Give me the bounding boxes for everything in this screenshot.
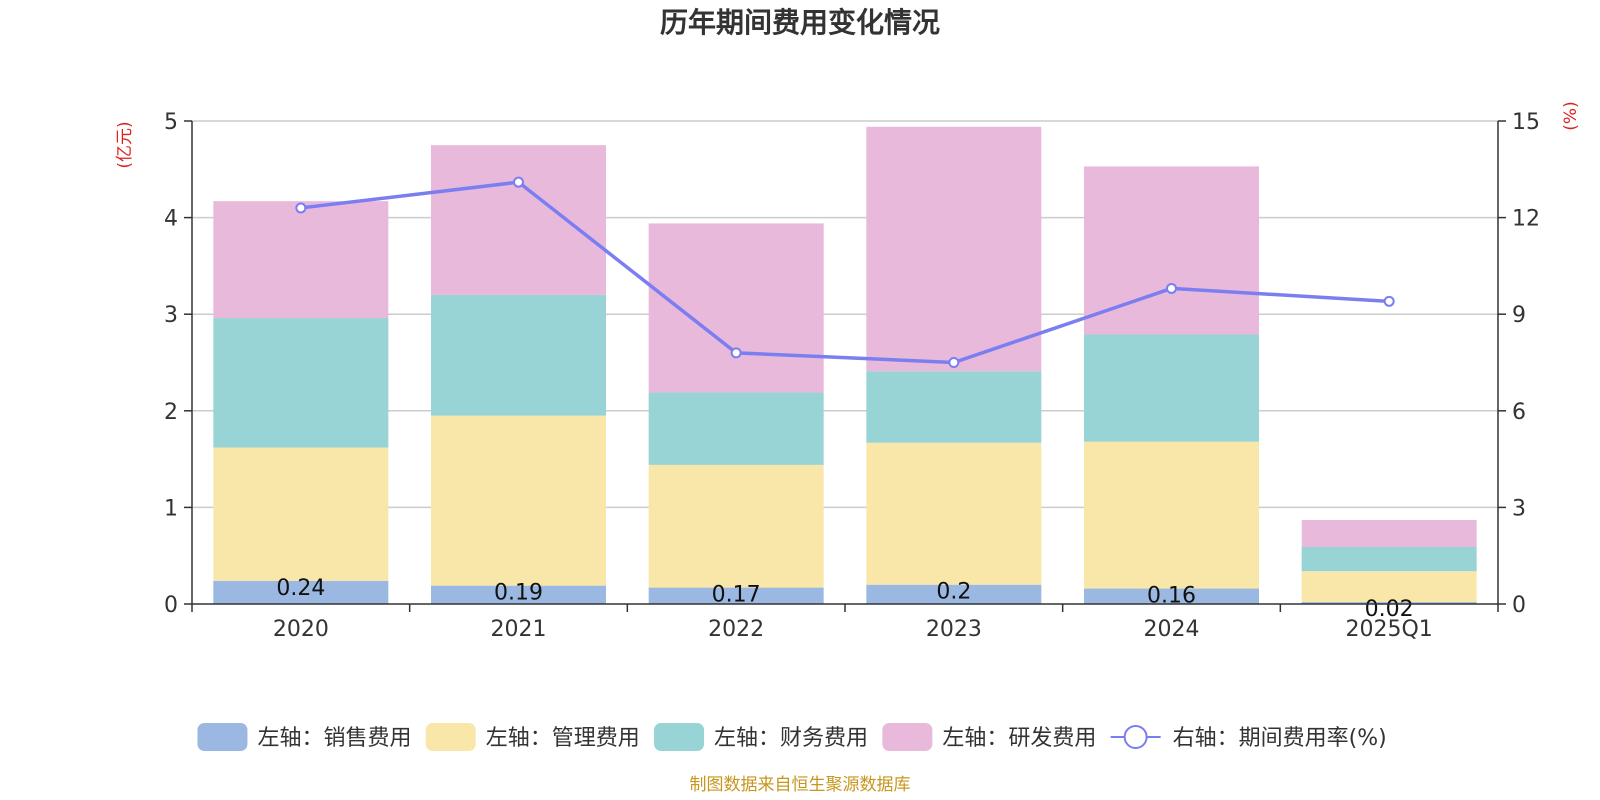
bar-segment: [1301, 571, 1477, 603]
bar-segment: [648, 587, 824, 604]
left-tick-label: 0: [164, 593, 178, 618]
bar-segment: [648, 392, 824, 465]
bar-segment: [1084, 441, 1259, 589]
legend-item: 左轴：财务费用: [654, 723, 868, 751]
bar-segment: [866, 371, 1042, 443]
legend-label: 左轴：管理费用: [486, 726, 640, 751]
rate-point: [1166, 282, 1177, 294]
legend-swatch: [882, 723, 933, 751]
bar-segment: [213, 201, 389, 319]
bar-segment: [431, 415, 606, 586]
source-note: 制图数据来自恒生聚源数据库: [690, 775, 911, 795]
right-tick-label: 12: [1512, 207, 1540, 232]
legend-item: 右轴：期间费用率(%): [1110, 725, 1387, 751]
bar-segment: [1301, 519, 1477, 548]
bar-value-label: 0.24: [276, 576, 325, 601]
bar-segment: [1084, 588, 1259, 604]
rate-point: [295, 202, 307, 214]
left-tick-label: 1: [164, 496, 178, 521]
legend-label: 左轴：销售费用: [257, 726, 411, 751]
x-tick-label: 2023: [926, 617, 982, 642]
bar-segment: [866, 584, 1042, 604]
legend-item: 左轴：管理费用: [425, 723, 640, 751]
bar-segment: [213, 447, 389, 581]
bar-segment: [213, 318, 389, 448]
left-axis-unit: (亿元): [115, 121, 135, 168]
bar-segment: [648, 223, 824, 393]
left-tick-label: 3: [164, 303, 178, 328]
bar-segment: [431, 145, 606, 295]
x-tick-label: 2021: [491, 617, 547, 642]
bar-segment: [431, 294, 606, 416]
bar-segment: [866, 126, 1042, 372]
right-tick-label: 3: [1512, 496, 1526, 521]
bar-value-label: 0.02: [1365, 597, 1414, 622]
bar-value-label: 0.2: [936, 580, 971, 605]
right-tick-label: 0: [1512, 593, 1526, 618]
legend-label: 左轴：财务费用: [714, 726, 868, 751]
bar-segment: [1301, 602, 1477, 604]
left-tick-label: 2: [164, 400, 178, 425]
right-tick-label: 9: [1512, 303, 1526, 328]
x-tick-label: 2024: [1144, 617, 1200, 642]
chart-title: 历年期间费用变化情况: [660, 6, 940, 39]
legend-swatch: [425, 723, 476, 751]
legend-label: 右轴：期间费用率(%): [1173, 726, 1387, 751]
rate-point: [1383, 295, 1395, 307]
bar-segment: [431, 585, 606, 604]
rate-point: [948, 357, 960, 368]
bars: 0.24 0.19 0.17 0.2 0.160.02: [213, 126, 1477, 622]
legend-swatch: [197, 723, 248, 751]
legend-item: 左轴：销售费用: [197, 723, 411, 751]
x-tick-label: 2025Q1: [1346, 617, 1433, 642]
bar-segment: [213, 580, 389, 604]
rate-line-path: [300, 180, 1390, 365]
bar-segment: [1084, 334, 1259, 442]
right-axis-unit: (%): [1561, 101, 1581, 130]
right-tick-label: 6: [1512, 400, 1526, 425]
x-tick-label: 2022: [708, 617, 764, 642]
rate-point: [730, 347, 742, 359]
left-tick-label: 4: [164, 207, 178, 232]
rate-point: [513, 176, 524, 188]
legend-swatch: [654, 723, 705, 751]
gridlines: [192, 120, 1498, 509]
x-tick-label: 2020: [273, 617, 329, 642]
legend-marker-swatch: [1123, 725, 1148, 749]
right-tick-label: 15: [1512, 110, 1540, 135]
bar-segment: [1301, 547, 1477, 572]
bar-value-label: 0.19: [494, 581, 543, 606]
bar-segment: [648, 464, 824, 588]
legend: 左轴：销售费用 左轴：管理费用 左轴：财务费用 左轴：研发费用 右轴：期间费用率(%): [197, 723, 1387, 751]
legend-item: 左轴：研发费用: [882, 723, 1096, 751]
legend-label: 左轴：研发费用: [942, 726, 1096, 751]
bar-value-label: 0.16: [1147, 584, 1196, 609]
left-tick-label: 5: [164, 110, 178, 135]
rate-line: [295, 176, 1395, 368]
bar-segment: [866, 442, 1042, 585]
